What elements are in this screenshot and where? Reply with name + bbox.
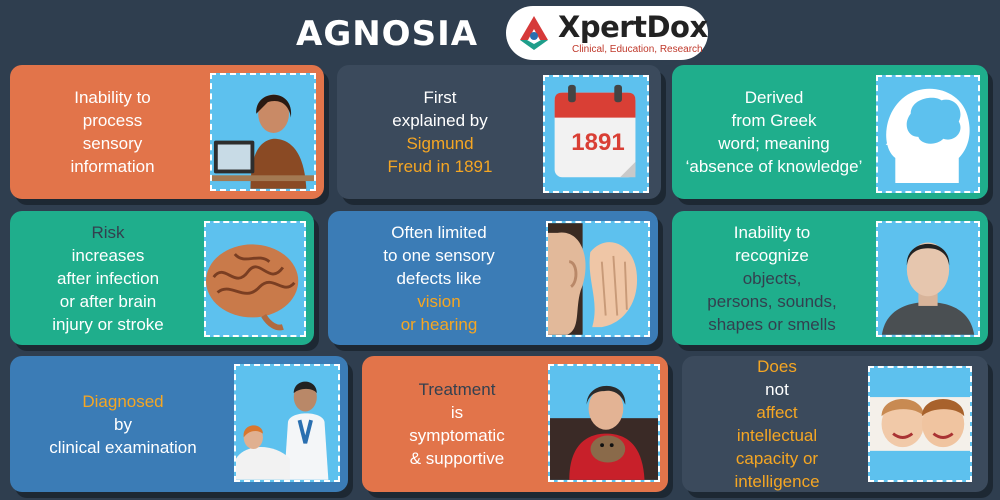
card-line-highlight: Freud in 1891 xyxy=(387,157,493,176)
card-text: Inability to process sensory information xyxy=(10,65,215,199)
card-line: word; meaning xyxy=(718,134,830,153)
fact-card-freud: First explained by Sigmund Freud in 1891… xyxy=(337,65,661,199)
card-text: Inability to recognize objects, persons,… xyxy=(672,211,872,345)
card-line-highlight: capacity or xyxy=(735,449,819,468)
card-text-span: not xyxy=(765,380,789,399)
card-line-highlight: Sigmund xyxy=(406,134,474,153)
card-line-highlight: or hearing xyxy=(400,314,478,334)
ear-listening-image xyxy=(546,221,650,337)
card-text-span: is xyxy=(450,403,464,422)
logo-mark-icon xyxy=(520,16,548,50)
card-line: defects like vision xyxy=(396,267,481,313)
card-line: clinical examination xyxy=(49,437,197,457)
card-line: or after brain xyxy=(59,291,157,311)
card-text: Often limited to one sensory defects lik… xyxy=(328,211,550,345)
card-text: Risk increases after infection or after … xyxy=(10,211,206,345)
doctor-and-patient-image xyxy=(234,364,340,482)
card-line: Inability to xyxy=(733,222,811,242)
card-line-highlight: shapes or smells xyxy=(708,314,836,334)
card-line: Often limited xyxy=(391,222,487,242)
logo-tagline: Clinical, Education, Research xyxy=(572,44,703,55)
card-line: & supportive xyxy=(409,449,505,468)
head-with-brain-image xyxy=(876,75,980,193)
card-line: explained by xyxy=(392,111,488,130)
card-line: Treatment is xyxy=(419,378,496,424)
xpertdox-logo[interactable]: XpertDox Clinical, Education, Research xyxy=(506,6,708,60)
card-text-span: increases xyxy=(71,245,145,265)
blurred-face-man-image xyxy=(876,221,980,337)
card-highlight: objects, xyxy=(742,268,802,288)
card-text: Derived from Greek word; meaning ‘absenc… xyxy=(672,65,876,199)
fact-card-sensory-processing: Inability to process sensory information xyxy=(10,65,324,199)
card-line: Diagnosed by xyxy=(82,390,163,436)
fact-card-sensory-defects: Often limited to one sensory defects lik… xyxy=(328,211,658,345)
card-line-highlight: intellectual xyxy=(736,426,818,445)
fact-card-recognition: Inability to recognize objects, persons,… xyxy=(672,211,988,345)
card-line: process xyxy=(82,111,143,130)
card-text: Treatment is symptomatic & supportive xyxy=(362,356,552,492)
card-line: from Greek xyxy=(731,111,817,130)
card-highlight: vision xyxy=(417,291,461,311)
card-text: Does not affect intellectual capacity or… xyxy=(682,356,872,492)
card-text-span: by xyxy=(114,414,132,434)
card-line: symptomatic xyxy=(409,426,505,445)
calendar-1891-image: 1891 xyxy=(543,75,649,193)
card-line: ‘absence of knowledge’ xyxy=(685,157,863,176)
page-title: AGNOSIA xyxy=(296,14,479,54)
card-text-span: recognize xyxy=(735,245,809,265)
card-highlight: Diagnosed xyxy=(82,391,164,411)
card-highlight: affect xyxy=(756,403,798,422)
card-line-highlight: intelligence xyxy=(734,472,820,491)
card-line: information xyxy=(70,157,155,176)
two-smiling-children-image xyxy=(868,366,972,482)
fact-card-risk: Risk increases after infection or after … xyxy=(10,211,314,345)
card-line-highlight: persons, sounds, xyxy=(707,291,837,311)
card-highlight: Does xyxy=(757,357,797,376)
card-text: First explained by Sigmund Freud in 1891 xyxy=(337,65,543,199)
calendar-year: 1891 xyxy=(571,129,625,156)
brain-image xyxy=(204,221,306,337)
card-line: recognize objects, xyxy=(735,244,809,290)
card-line: First xyxy=(423,88,457,107)
card-text-span: defects like xyxy=(396,268,482,288)
card-line: Does not affect xyxy=(756,356,797,424)
card-highlight: Treatment xyxy=(418,380,496,399)
fact-card-diagnosis: Diagnosed by clinical examination xyxy=(10,356,348,492)
card-line: injury or stroke xyxy=(52,314,164,334)
woman-with-laptop-image xyxy=(210,73,316,191)
card-line: to one sensory xyxy=(383,245,495,265)
card-line: Inability to xyxy=(74,88,151,107)
card-line: after infection xyxy=(56,268,160,288)
card-line: Derived xyxy=(744,88,804,107)
card-line: Risk increases xyxy=(72,221,145,267)
card-line: sensory xyxy=(82,134,143,153)
smiling-woman-with-dog-image xyxy=(548,364,660,482)
card-text: Diagnosed by clinical examination xyxy=(10,356,236,492)
logo-brand: XpertDox xyxy=(558,10,708,44)
fact-card-greek-origin: Derived from Greek word; meaning ‘absenc… xyxy=(672,65,988,199)
card-highlight: Risk xyxy=(91,222,125,242)
fact-card-intellect: Does not affect intellectual capacity or… xyxy=(682,356,988,492)
fact-card-treatment: Treatment is symptomatic & supportive xyxy=(362,356,668,492)
